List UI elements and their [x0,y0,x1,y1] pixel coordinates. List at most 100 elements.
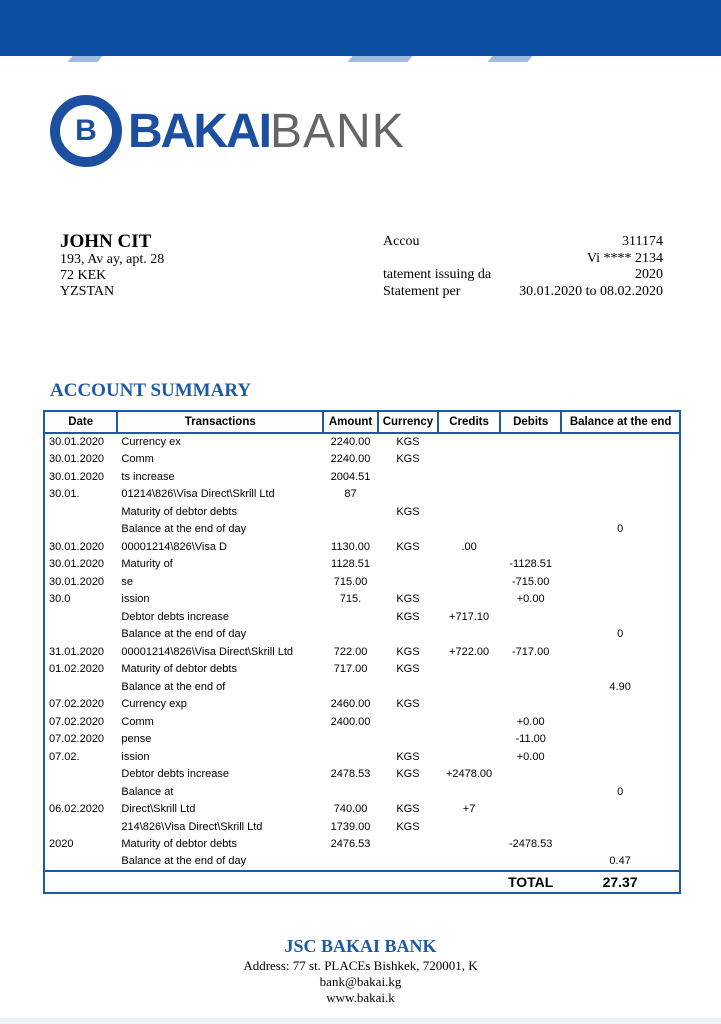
table-row: 30.01.2020 Currency ex 2240.00 KGS [44,433,680,451]
table-cell [561,503,680,521]
table-cell: 0.47 [609,855,631,868]
table-cell: 4.90 [609,680,631,693]
logo-text-light: BANK [270,104,405,158]
table-cell: KGS [396,453,420,466]
table-row: Balance at the end of day 0.47 [44,853,680,871]
table-row: 07.02.2020 Currency exp 2460.00 KGS [44,696,680,714]
table-cell: 07.02. [49,750,80,763]
table-cell: Debtor debts increase [121,768,230,781]
table-cell [500,678,561,696]
table-cell: 87 [344,488,357,501]
table-row: 30.0 ission 715. KGS +0.00 [44,591,680,609]
table-cell: KGS [396,645,420,658]
table-cell: Balance at the end of day [121,628,247,641]
info-value: Vi **** 2134 [586,250,663,266]
footer-email: bank@bakai.kg [319,974,402,989]
column-header: Transactions [116,410,325,434]
table-cell [500,486,561,504]
table-cell [323,748,378,766]
table-cell: 30.01.2020 [49,540,105,553]
table-cell: 214\826\Visa Direct\Skrill Ltd [121,820,263,833]
table-cell: se [121,575,134,588]
table-cell: KGS [396,698,420,711]
table-cell [44,853,117,871]
table-cell [561,451,680,469]
column-header: Date [42,410,119,434]
table-cell: 2476.53 [330,838,371,851]
table-cell: 30.01.2020 [49,436,105,449]
table-cell [561,556,680,574]
table-cell [438,818,500,836]
table-cell: Maturity of debtor debts [121,838,237,851]
table-cell [561,801,680,819]
table-cell [500,783,561,801]
info-label: Statement per [383,283,461,299]
table-cell [561,661,680,679]
table-cell: Balance at [121,785,174,798]
info-row: Vi **** 2134 [383,251,663,268]
table-cell [323,521,378,539]
info-label: tatement issuing da [383,267,492,282]
table-cell [561,713,680,731]
table-row: 07.02. ission KGS +0.00 [44,748,680,766]
table-cell [438,503,500,521]
table-row: Balance at 0 [44,783,680,801]
table-cell [438,626,500,644]
table-cell: 715.00 [333,575,368,588]
table-cell [438,486,500,504]
table-cell [44,766,117,784]
table-cell [323,731,378,749]
table-cell: 740.00 [333,803,368,816]
table-cell: 2240.00 [330,436,371,449]
statement-info: Accou 311174 Vi **** 2134 tatement issuing … [383,234,663,300]
header-bar [0,0,721,56]
table-cell: ission [121,593,150,606]
table-row: Balance at the end of day 0 [44,521,680,539]
table-cell: 01.02.2020 [49,663,105,676]
table-cell [323,853,378,871]
table-cell [561,591,680,609]
table-cell: Comm [121,453,154,466]
table-cell: Direct\Skrill Ltd [121,803,196,816]
table-cell: 1128.51 [331,558,370,571]
column-header: Currency [376,410,440,434]
footer-bank-name: JSC BAKAI BANK [284,936,437,956]
table-cell: 1739.00 [330,820,371,833]
table-cell: 07.02.2020 [49,698,105,711]
table-cell [378,678,438,696]
table-cell: 2240.00 [330,453,371,466]
table-cell: KGS [396,820,420,833]
table-row: 07.02.2020 pense -11.00 [44,731,680,749]
table-cell [378,783,438,801]
table-cell [323,608,378,626]
table-cell: KGS [396,803,420,816]
table-cell: Maturity of debtor debts [121,505,237,518]
table-cell [44,626,117,644]
table-cell [500,451,561,469]
table-row: 31.01.2020 00001214\826\Visa Direct\Skril… [44,643,680,661]
table-cell: 30.01.2020 [49,558,105,571]
table-cell [323,678,378,696]
table-cell: Debtor debts increase [121,610,230,623]
client-info: JOHN CIT 193, Av ay, apt. 28 72 KEK YZST… [60,232,164,300]
table-cell: 07.02.2020 [49,715,105,728]
bank-logo: B BAKAI BANK [50,95,405,167]
table-cell: ts increase [121,470,175,483]
table-cell [378,573,438,591]
table-cell: 07.02.2020 [49,733,105,746]
table-cell [500,468,561,486]
table-cell [438,713,500,731]
table-row: Balance at the end of day 0 [44,626,680,644]
table-cell [561,836,680,854]
table-cell: 30.01.2020 [49,453,105,466]
info-label: Accou [383,234,420,249]
table-cell [561,468,680,486]
table-cell [500,818,561,836]
table-cell: KGS [396,663,420,676]
table-cell: 30.0 [49,593,71,606]
table-cell: KGS [396,436,420,449]
table-cell [438,573,500,591]
table-cell: 00001214\826\Visa Direct\Skrill Ltd [121,645,294,658]
table-cell [561,818,680,836]
table-cell [500,626,561,644]
